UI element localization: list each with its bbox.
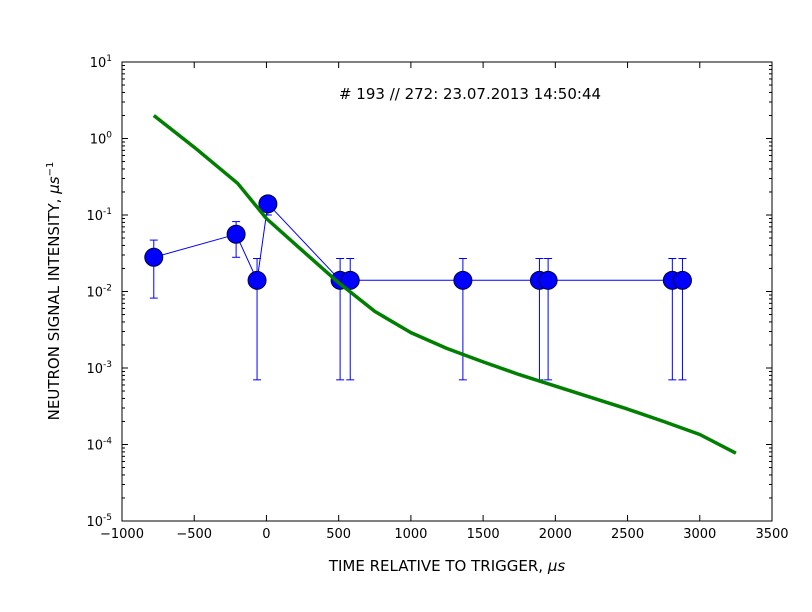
series-layer [144, 114, 737, 455]
y-axis-label: NEUTRON SIGNAL INTENSITY, μs−1 [45, 162, 63, 421]
data-point [672, 270, 692, 290]
x-tick-label: 500 [326, 527, 351, 542]
x-tick-label: 1500 [467, 527, 500, 542]
data-point [538, 270, 558, 290]
data-point [258, 194, 278, 214]
y-axis-label-text: NEUTRON SIGNAL INTENSITY, [45, 194, 63, 421]
x-tick-label: 3500 [755, 527, 788, 542]
ticks-layer: −1000 −500 0 500 1000 1500 2000 2500 3000 3500 10-… [86, 54, 788, 542]
x-tick-label: 2500 [611, 527, 644, 542]
chart-annotation: # 193 // 272: 23.07.2013 14:50:44 [339, 85, 601, 103]
y-axis-label-unit: μs [45, 176, 63, 195]
y-tick-label: 10-4 [86, 437, 112, 454]
x-tick-label: 0 [262, 527, 270, 542]
x-tick-label: −1000 [100, 527, 144, 542]
x-axis-label-unit: μs [547, 557, 566, 575]
y-tick-label: 10-3 [86, 360, 112, 377]
y-tick-label: 101 [90, 54, 112, 71]
x-axis-label: TIME RELATIVE TO TRIGGER, μs [328, 557, 566, 575]
x-axis-label-text: TIME RELATIVE TO TRIGGER, [328, 557, 548, 575]
x-tick-label: 2000 [539, 527, 572, 542]
data-point [340, 270, 360, 290]
y-tick-label: 10-2 [86, 284, 112, 301]
x-tick-label: 3000 [683, 527, 716, 542]
y-axis-label-exponent: −1 [45, 162, 56, 177]
data-point [247, 270, 267, 290]
fit-curve-line [152, 114, 737, 455]
data-point [144, 247, 164, 267]
y-tick-label: 10-1 [86, 207, 112, 224]
data-point [226, 224, 246, 244]
x-tick-label: −500 [176, 527, 212, 542]
x-tick-label: 1000 [394, 527, 427, 542]
plot-frame [121, 61, 773, 522]
data-point [453, 270, 473, 290]
y-tick-label: 100 [90, 131, 113, 148]
y-tick-label: 10-5 [86, 513, 112, 530]
